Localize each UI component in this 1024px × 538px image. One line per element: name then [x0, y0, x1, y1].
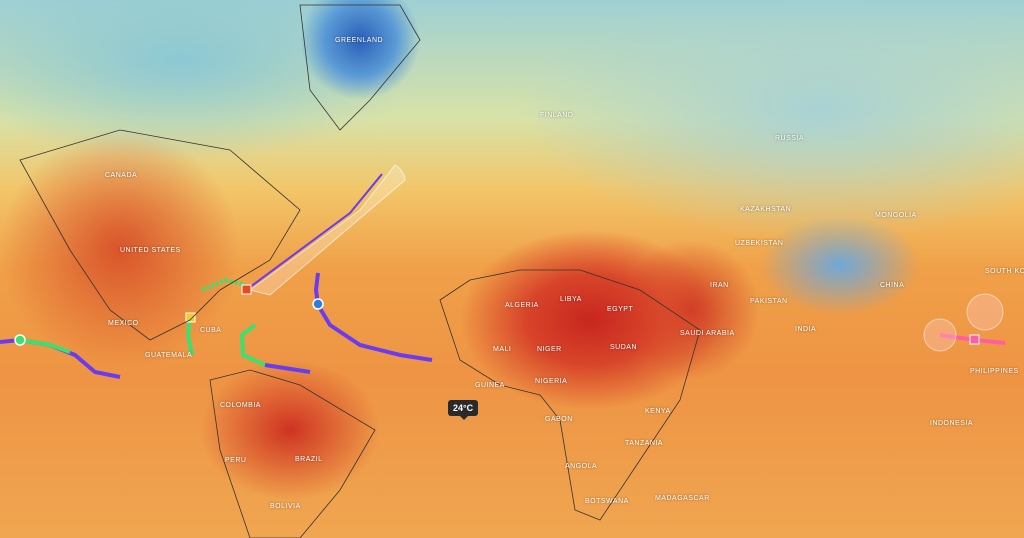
map-label: United States	[120, 247, 181, 254]
storm-forecast-track[interactable]	[245, 173, 383, 291]
temperature-tooltip: 24°C	[448, 400, 479, 420]
map-label: China	[880, 282, 905, 289]
map-label: Peru	[225, 457, 247, 464]
map-label: Saudi Arabia	[680, 330, 735, 337]
map-label: Greenland	[335, 37, 384, 44]
greenland-outline	[299, 4, 421, 131]
map-label: South Korea	[985, 268, 1024, 275]
south-america-outline	[209, 369, 376, 538]
map-label: Mongolia	[875, 212, 917, 219]
north-america-outline	[19, 129, 301, 341]
map-label: Cuba	[200, 327, 222, 334]
map-label: Niger	[537, 346, 562, 353]
map-label: Kazakhstan	[740, 206, 792, 213]
map-label: Colombia	[220, 402, 261, 409]
map-label: Egypt	[607, 306, 634, 313]
map-label: Madagascar	[655, 495, 710, 502]
map-label: Philippines	[970, 368, 1019, 375]
map-label: Canada	[105, 172, 138, 179]
map-label: Angola	[565, 463, 598, 470]
storm-marker[interactable]	[312, 298, 324, 310]
map-label: Botswana	[585, 498, 629, 505]
storm-track[interactable]	[201, 277, 247, 292]
map-label: Nigeria	[535, 378, 568, 385]
map-label: Russia	[775, 135, 805, 142]
storm-track[interactable]	[185, 317, 194, 356]
map-label: Pakistan	[750, 298, 788, 305]
storm-marker[interactable]	[969, 334, 980, 345]
storm-track[interactable]	[313, 272, 433, 362]
map-label: Gabon	[545, 416, 573, 423]
storm-cone[interactable]	[248, 164, 406, 296]
map-label: India	[795, 326, 817, 333]
map-label: Finland	[540, 112, 574, 119]
map-label: Mexico	[108, 320, 139, 327]
map-label: Kenya	[645, 408, 671, 415]
map-label: Mali	[493, 346, 512, 353]
map-label: Guinea	[475, 382, 505, 389]
africa-outline	[439, 269, 701, 521]
storm-marker[interactable]	[241, 284, 252, 295]
map-label: Tanzania	[625, 440, 664, 447]
map-label: Uzbekistan	[735, 240, 784, 247]
map-label: Iran	[710, 282, 729, 289]
map-label: Guatemala	[145, 352, 193, 359]
map-label: Sudan	[610, 344, 638, 351]
storm-marker[interactable]	[185, 312, 196, 323]
map-label: Bolivia	[270, 503, 301, 510]
storm-marker[interactable]	[14, 334, 26, 346]
storm-track[interactable]	[0, 337, 121, 379]
map-label: Brazil	[295, 456, 323, 463]
map-label: Algeria	[505, 302, 539, 309]
map-label: Indonesia	[930, 420, 974, 427]
map-label: Libya	[560, 296, 582, 303]
